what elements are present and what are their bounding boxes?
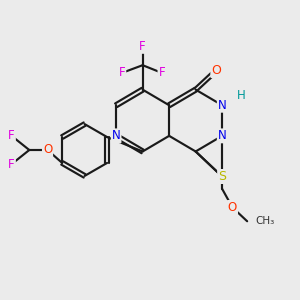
Text: O: O — [211, 64, 221, 77]
Text: F: F — [8, 129, 15, 142]
Text: H: H — [237, 89, 246, 102]
Text: S: S — [218, 170, 226, 183]
Text: F: F — [158, 66, 165, 80]
Text: N: N — [218, 99, 226, 112]
Text: O: O — [43, 143, 52, 157]
Text: N: N — [218, 129, 226, 142]
Text: CH₃: CH₃ — [255, 216, 275, 226]
Text: F: F — [139, 40, 146, 53]
Text: F: F — [8, 158, 15, 171]
Text: N: N — [112, 129, 121, 142]
Text: F: F — [119, 66, 125, 80]
Text: O: O — [228, 201, 237, 214]
